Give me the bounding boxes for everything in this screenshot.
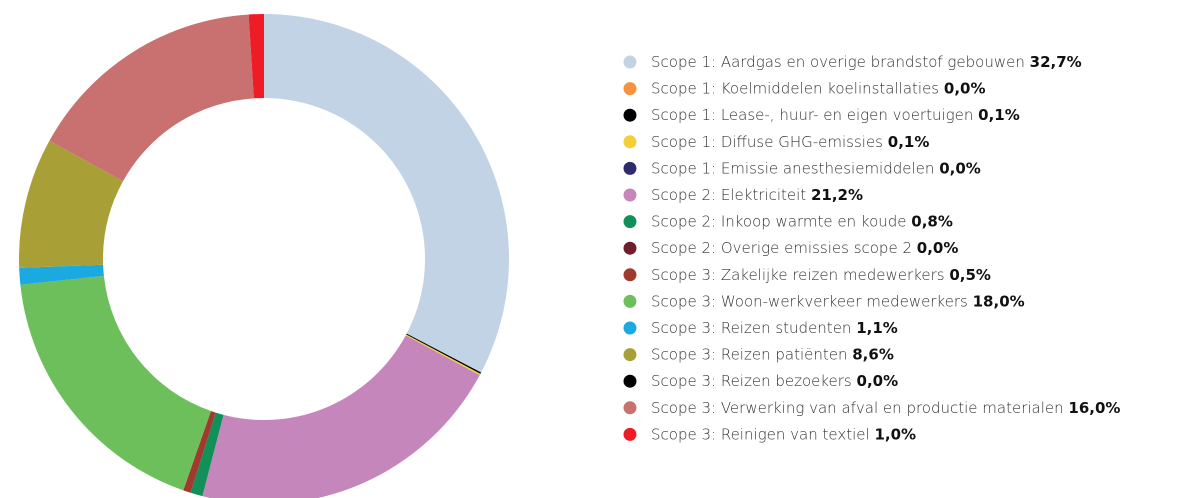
legend-value: 0,0% <box>939 159 981 177</box>
legend-value: 0,0% <box>857 372 899 390</box>
legend-marker <box>623 294 637 308</box>
donut-slice <box>183 411 216 493</box>
legend-marker <box>623 321 637 335</box>
legend-value: 0,0% <box>944 79 986 97</box>
legend-name: Scope 1: Aardgas en overige brandstof ge… <box>651 53 1025 71</box>
legend-value: 0,8% <box>911 212 953 230</box>
legend-label: Scope 1: Lease-, huur- en eigen voertuig… <box>651 106 1020 124</box>
legend-value: 0,0% <box>917 239 959 257</box>
legend-value: 32,7% <box>1030 53 1082 71</box>
legend-name: Scope 1: Diffuse GHG-emissies <box>651 132 883 150</box>
legend-marker <box>623 401 637 415</box>
legend-value: 8,6% <box>852 345 894 363</box>
legend-value: 21,2% <box>811 186 863 204</box>
legend-name: Scope 3: Woon-werkverkeer medewerkers <box>651 292 968 310</box>
legend-value: 1,0% <box>874 425 916 443</box>
legend-name: Scope 3: Reinigen van textiel <box>651 425 870 443</box>
legend-label: Scope 1: Emissie anesthesiemiddelen 0,0% <box>651 159 981 177</box>
donut-slice <box>190 412 224 497</box>
donut-slice <box>406 333 482 374</box>
legend-label: Scope 3: Reizen studenten 1,1% <box>651 319 898 337</box>
legend-label: Scope 2: Inkoop warmte en koude 0,8% <box>651 212 953 230</box>
legend-value: 16,0% <box>1068 398 1120 416</box>
legend-marker <box>623 55 637 69</box>
legend-name: Scope 3: Reizen bezoekers <box>651 372 852 390</box>
legend-marker <box>623 161 637 175</box>
legend-label: Scope 3: Reizen patiënten 8,6% <box>651 345 894 363</box>
legend-label: Scope 3: Verwerking van afval en product… <box>651 398 1120 416</box>
donut-slice <box>49 14 254 182</box>
legend-name: Scope 1: Lease-, huur- en eigen voertuig… <box>651 106 973 124</box>
legend-name: Scope 3: Zakelijke reizen medewerkers <box>651 265 945 283</box>
legend-name: Scope 1: Koelmiddelen koelinstallaties <box>651 79 939 97</box>
legend-label: Scope 1: Diffuse GHG-emissies 0,1% <box>651 132 929 150</box>
donut-slice <box>202 335 480 498</box>
legend-marker <box>623 374 637 388</box>
legend-label: Scope 2: Overige emissies scope 2 0,0% <box>651 239 958 257</box>
legend-label: Scope 3: Woon-werkverkeer medewerkers 18… <box>651 292 1025 310</box>
legend-label: Scope 1: Koelmiddelen koelinstallaties 0… <box>651 79 986 97</box>
legend-marker <box>623 108 637 122</box>
donut-slice <box>248 14 264 99</box>
legend-value: 0,1% <box>978 106 1020 124</box>
donut-slice <box>405 334 481 376</box>
legend-name: Scope 2: Inkoop warmte en koude <box>651 212 907 230</box>
legend-label: Scope 2: Elektriciteit 21,2% <box>651 186 863 204</box>
legend-name: Scope 3: Verwerking van afval en product… <box>651 398 1064 416</box>
legend-label: Scope 1: Aardgas en overige brandstof ge… <box>651 53 1082 71</box>
legend-value: 18,0% <box>973 292 1025 310</box>
legend-label: Scope 3: Zakelijke reizen medewerkers 0,… <box>651 265 991 283</box>
legend-name: Scope 1: Emissie anesthesiemiddelen <box>651 159 934 177</box>
donut-slice <box>20 275 211 491</box>
legend-marker <box>623 268 637 282</box>
legend-value: 0,5% <box>949 265 991 283</box>
legend-name: Scope 2: Overige emissies scope 2 <box>651 239 912 257</box>
legend-name: Scope 3: Reizen patiënten <box>651 345 847 363</box>
donut-slice <box>264 14 509 373</box>
legend-marker <box>623 427 637 441</box>
legend-marker <box>623 348 637 362</box>
legend-marker <box>623 82 637 96</box>
donut-slice <box>19 264 104 285</box>
legend-marker <box>623 215 637 229</box>
legend-name: Scope 2: Elektriciteit <box>651 186 806 204</box>
legend-marker <box>623 241 637 255</box>
legend-name: Scope 3: Reizen studenten <box>651 319 851 337</box>
legend-value: 0,1% <box>888 132 930 150</box>
legend-label: Scope 3: Reizen bezoekers 0,0% <box>651 372 898 390</box>
legend-marker <box>623 135 637 149</box>
donut-slice <box>19 140 123 268</box>
legend-value: 1,1% <box>856 319 898 337</box>
legend-marker <box>623 188 637 202</box>
legend-label: Scope 3: Reinigen van textiel 1,0% <box>651 425 916 443</box>
